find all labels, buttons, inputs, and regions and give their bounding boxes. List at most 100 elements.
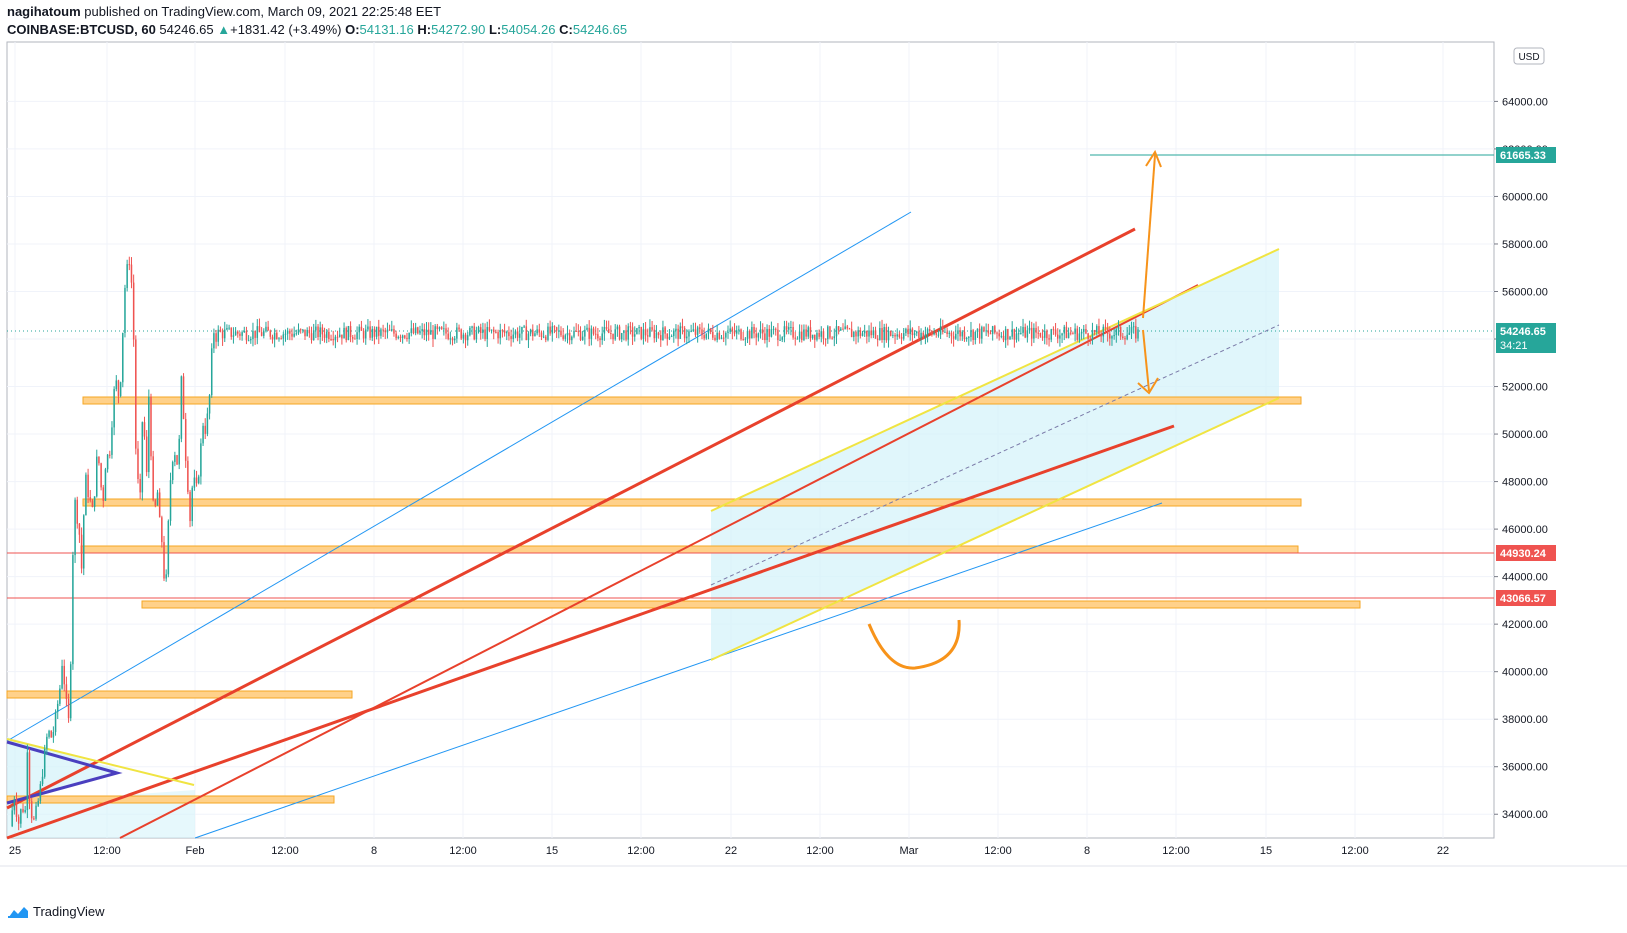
candle-body (69, 664, 72, 719)
candle-body (239, 333, 241, 336)
candle-body (512, 334, 515, 339)
arrow-head-icon (1145, 149, 1162, 168)
author-name[interactable]: nagihatoum (7, 4, 81, 19)
candle-body (705, 333, 708, 339)
candle-body (291, 333, 293, 337)
candle-body (304, 329, 306, 337)
x-tick-label: 25 (9, 845, 21, 857)
candle-body (1093, 330, 1096, 333)
brand-name[interactable]: TradingView (33, 904, 105, 919)
candle-body (204, 425, 206, 434)
candle-body (338, 334, 341, 337)
candle-body (527, 333, 530, 341)
candle-body (870, 330, 872, 336)
candle-body (731, 328, 734, 332)
candle-body (41, 776, 44, 785)
candle-body (974, 331, 977, 340)
candle-body (944, 331, 946, 333)
candle-body (234, 331, 237, 336)
candle-body (1059, 335, 1061, 339)
candle-body (17, 816, 20, 824)
support-resistance-zone (80, 545, 1299, 554)
candle-body (223, 329, 226, 339)
candle-body (933, 332, 935, 335)
y-tick-label: 60000.00 (1502, 191, 1548, 203)
candle-body (325, 331, 328, 338)
ohlc-legend: COINBASE:BTCUSD, 60 54246.65 ▲+1831.42 (… (7, 22, 627, 37)
candle-body (592, 328, 595, 334)
x-axis: 25 12:00 Feb 12:00 8 12:00 15 12:00 22 12:00 Mar 12… (9, 42, 1449, 857)
candle-body (59, 688, 61, 704)
candle-body (50, 730, 52, 738)
candle-body (349, 326, 352, 338)
candle-body (907, 328, 909, 335)
trend-line-blue (194, 502, 1163, 839)
candle-body (265, 326, 267, 332)
candle-body (716, 332, 718, 341)
candle-body (497, 332, 499, 339)
candle-body (640, 326, 643, 339)
candle-body (297, 329, 300, 334)
candle-body (649, 327, 651, 337)
candle-body (950, 332, 953, 337)
candle-body (189, 491, 191, 522)
candle-body (772, 328, 775, 330)
candle-body (991, 326, 994, 334)
candle-body (401, 335, 404, 338)
candle-body (876, 338, 879, 340)
x-tick-label: 12:00 (271, 845, 299, 857)
candle-body (150, 396, 152, 457)
candle-body (642, 329, 645, 339)
x-tick-label: 12:00 (93, 845, 121, 857)
candles (11, 256, 1139, 831)
candle-body (423, 329, 426, 336)
candle-body (978, 328, 981, 339)
candle-body (508, 332, 510, 337)
candle-body (597, 334, 599, 339)
candle-body (514, 331, 517, 335)
candle-body (488, 327, 491, 331)
currency-badge (1513, 47, 1545, 65)
candle-body (681, 326, 684, 329)
candle-body (629, 326, 632, 328)
candle-body (443, 328, 445, 330)
candle-body (475, 332, 478, 340)
candle-body (740, 329, 742, 340)
trend-line-red (119, 284, 1199, 839)
candle-body (735, 330, 738, 334)
candle-body (588, 327, 590, 339)
candle-body (184, 418, 187, 461)
candle-body (241, 332, 243, 336)
candle-body (386, 329, 389, 333)
price-label-box (1496, 147, 1556, 163)
candle-body (282, 334, 285, 339)
cup-pattern-curve (867, 619, 961, 670)
candle-body (831, 337, 833, 339)
candle-body (206, 413, 209, 434)
candle-body (703, 335, 705, 339)
candle-body (330, 338, 332, 340)
candle-body (768, 328, 770, 337)
chart-frame (6, 41, 1495, 839)
y-tick-label: 44000.00 (1502, 572, 1548, 584)
candle-body (421, 329, 423, 332)
candle-body (176, 455, 178, 465)
price-label: 61665.33 (1500, 150, 1546, 162)
candle-body (1111, 336, 1113, 339)
candle-body (686, 336, 688, 339)
open-label: O: (345, 22, 360, 37)
candle-body (408, 333, 410, 339)
candle-body (397, 336, 400, 339)
candle-body (1037, 332, 1039, 334)
candle-body (245, 330, 248, 341)
candle-body (399, 336, 402, 338)
candle-body (915, 331, 918, 334)
candle-body (1033, 327, 1035, 339)
candle-body (354, 338, 356, 340)
y-tick-label: 46000.00 (1502, 524, 1548, 536)
candle-body (319, 327, 321, 338)
candle-body (82, 515, 85, 569)
candle-body (65, 684, 68, 700)
candle-body (356, 332, 358, 339)
